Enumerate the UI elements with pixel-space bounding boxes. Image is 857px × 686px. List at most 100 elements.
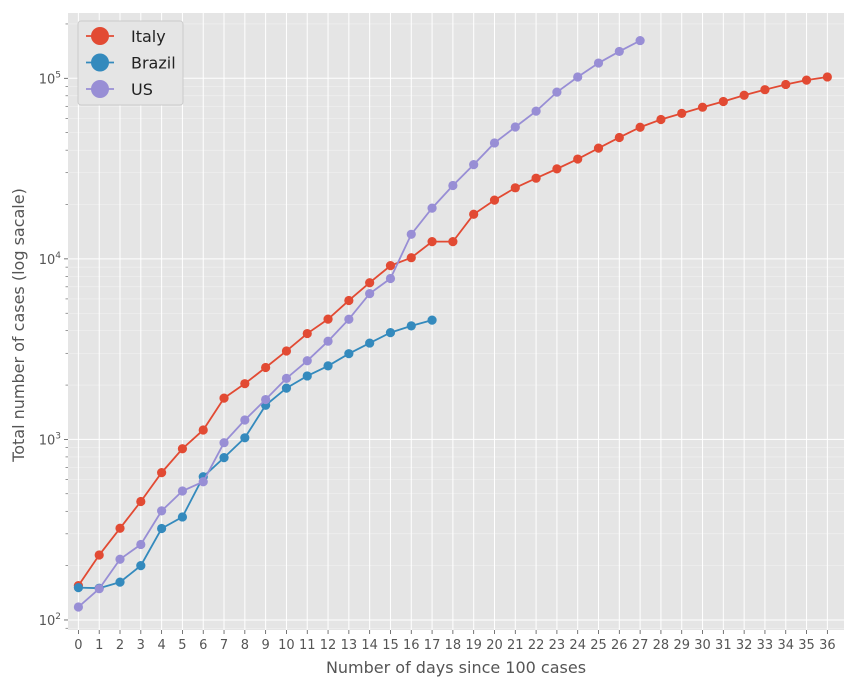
x-tick-label: 7 <box>220 638 228 653</box>
x-tick-label: 8 <box>241 638 249 653</box>
x-tick-label: 9 <box>262 638 270 653</box>
data-point-italy <box>760 85 770 95</box>
legend-label-us: US <box>131 80 153 99</box>
x-axis-ticks: 0 1 2 3 4 5 6 7 8 9 10 11 12 13 14 15 16 17 18 19 20 21 22 23 24… <box>74 630 836 653</box>
x-tick-label: 17 <box>424 638 441 653</box>
data-point-us <box>448 180 458 191</box>
x-tick-label: 31 <box>715 638 732 653</box>
x-tick-label: 14 <box>361 638 378 653</box>
x-tick-label: 6 <box>199 638 207 653</box>
x-tick-label: 12 <box>320 638 337 653</box>
series-layer <box>73 35 832 612</box>
x-tick-label: 1 <box>95 638 103 653</box>
x-tick-label: 16 <box>403 638 420 653</box>
data-point-italy <box>344 295 354 306</box>
data-point-italy <box>157 467 167 478</box>
x-tick-label: 28 <box>653 638 670 653</box>
data-point-brazil <box>365 338 375 348</box>
data-point-us <box>406 229 416 239</box>
plot-area <box>68 13 844 630</box>
series-brazil <box>73 315 437 593</box>
legend-label-brazil: Brazil <box>131 54 176 73</box>
data-point-italy <box>219 393 229 403</box>
data-point-italy <box>427 237 437 247</box>
x-tick-label: 26 <box>611 638 628 653</box>
data-point-italy <box>801 75 812 85</box>
x-tick-label: 0 <box>74 638 82 653</box>
data-point-italy <box>385 261 396 271</box>
data-point-italy <box>115 523 125 533</box>
data-point-brazil <box>157 523 167 534</box>
series-italy <box>73 72 832 591</box>
data-point-us <box>198 477 208 487</box>
x-tick-label: 22 <box>528 638 545 653</box>
data-point-italy <box>281 346 292 356</box>
x-tick-label: 27 <box>632 638 649 653</box>
x-tick-label: 33 <box>757 638 774 653</box>
x-tick-label: 11 <box>299 638 316 653</box>
data-point-brazil <box>219 453 229 463</box>
x-tick-label: 25 <box>590 638 607 653</box>
x-tick-label: 35 <box>798 638 815 653</box>
data-point-us <box>261 394 271 405</box>
series-line-us <box>77 39 641 608</box>
data-point-italy <box>489 195 500 205</box>
x-tick-label: 29 <box>673 638 690 653</box>
data-point-us <box>323 336 333 346</box>
data-point-italy <box>697 102 708 112</box>
x-tick-label: 5 <box>178 638 186 653</box>
x-tick-label: 32 <box>736 638 753 653</box>
data-point-us <box>469 159 479 170</box>
data-point-us <box>344 314 354 324</box>
legend-label-italy: Italy <box>131 27 166 46</box>
x-tick-label: 36 <box>819 638 836 653</box>
x-tick-label: 18 <box>445 638 462 653</box>
data-point-us <box>302 356 312 366</box>
x-tick-label: 34 <box>777 638 794 653</box>
data-point-italy <box>739 90 749 100</box>
data-point-us <box>573 72 583 82</box>
data-point-us <box>177 486 188 496</box>
y-tick-label: 104 <box>39 251 62 268</box>
legend-marker-brazil <box>91 53 109 72</box>
data-point-brazil <box>240 433 250 443</box>
data-point-brazil <box>323 361 333 371</box>
data-point-italy <box>177 444 188 454</box>
x-tick-label: 23 <box>549 638 566 653</box>
legend-marker-italy <box>91 27 109 45</box>
data-point-us <box>427 203 437 213</box>
x-tick-label: 15 <box>382 638 399 653</box>
data-point-italy <box>593 143 604 153</box>
data-point-italy <box>469 209 479 219</box>
data-point-italy <box>94 550 104 560</box>
data-point-italy <box>635 122 645 132</box>
data-point-italy <box>573 154 583 164</box>
data-point-italy <box>240 379 250 389</box>
data-point-us <box>489 138 500 148</box>
legend: Italy Brazil US <box>77 20 184 106</box>
data-point-brazil <box>344 349 354 359</box>
data-point-us <box>635 35 645 46</box>
data-point-brazil <box>406 321 416 331</box>
data-point-us <box>94 584 104 594</box>
x-axis-label: Number of days since 100 cases <box>326 658 586 677</box>
series-us <box>73 35 645 612</box>
data-point-us <box>73 602 84 612</box>
data-point-brazil <box>427 315 437 325</box>
legend-marker-us <box>91 80 109 98</box>
data-point-italy <box>510 183 520 193</box>
data-point-brazil <box>177 512 188 522</box>
data-point-italy <box>718 96 728 107</box>
y-axis-label: Total number of cases (log sacale) <box>9 188 28 463</box>
data-point-italy <box>552 164 562 174</box>
x-tick-label: 24 <box>569 638 586 653</box>
data-point-us <box>510 122 520 132</box>
data-point-italy <box>323 314 333 324</box>
y-tick-label: 103 <box>39 431 61 448</box>
data-point-italy <box>614 132 624 143</box>
data-point-italy <box>136 496 146 507</box>
data-point-us <box>385 273 396 284</box>
data-point-italy <box>781 79 791 90</box>
data-point-italy <box>365 278 375 288</box>
